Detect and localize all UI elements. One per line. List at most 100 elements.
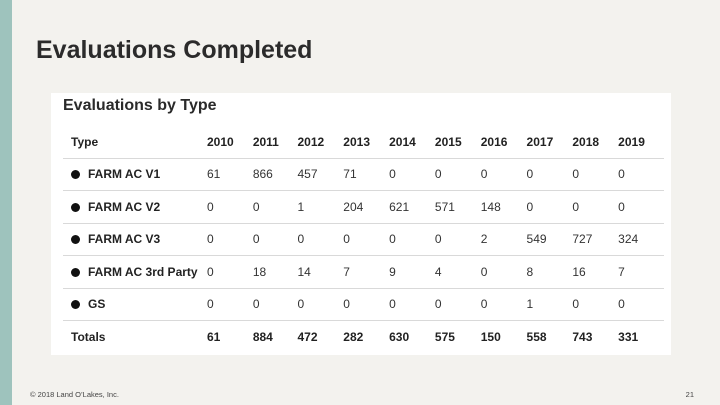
- value-cell: 549: [526, 223, 573, 256]
- total-cell: 331: [618, 320, 664, 353]
- value-cell: 621: [389, 190, 435, 224]
- column-header-year: 2016: [480, 126, 527, 159]
- value-cell: 18: [252, 255, 298, 289]
- value-cell: 1: [526, 288, 573, 321]
- table-row: GS 0 0 0 0 0 0 0 1 0 0: [63, 288, 664, 321]
- column-header-year: 2014: [389, 126, 435, 159]
- type-cell: FARM AC V2: [63, 190, 207, 224]
- value-cell: 0: [618, 158, 664, 191]
- value-cell: 571: [434, 190, 481, 224]
- value-cell: 0: [297, 223, 344, 256]
- value-cell: 0: [207, 190, 253, 224]
- table-row: FARM AC V2 0 0 1 204 621 571 148 0 0 0: [63, 190, 664, 224]
- value-cell: 0: [389, 158, 435, 191]
- column-header-year: 2010: [207, 126, 253, 159]
- value-cell: 7: [343, 255, 390, 289]
- value-cell: 71: [343, 158, 390, 191]
- value-cell: 0: [207, 288, 253, 321]
- total-cell: 884: [252, 320, 298, 353]
- table-row: FARM AC V1 61 866 457 71 0 0 0 0 0 0: [63, 158, 664, 191]
- value-cell: 0: [252, 190, 298, 224]
- total-cell: 558: [526, 320, 573, 353]
- value-cell: 204: [343, 190, 390, 224]
- value-cell: 0: [572, 190, 619, 224]
- accent-side-bar: [0, 0, 12, 405]
- value-cell: 16: [572, 255, 619, 289]
- value-cell: 4: [434, 255, 481, 289]
- value-cell: 0: [480, 255, 527, 289]
- value-cell: 148: [480, 190, 527, 224]
- type-cell: FARM AC 3rd Party: [63, 255, 207, 289]
- value-cell: 0: [343, 288, 390, 321]
- type-label: FARM AC V1: [88, 167, 161, 182]
- total-cell: 743: [572, 320, 619, 353]
- value-cell: 866: [252, 158, 298, 191]
- total-cell: 282: [343, 320, 390, 353]
- bullet-icon: [71, 235, 80, 245]
- value-cell: 0: [480, 288, 527, 321]
- value-cell: 0: [389, 223, 435, 256]
- table-header-row: Type 2010 2011 2012 2013 2014 2015 2016 2017 2018…: [63, 126, 664, 159]
- table-row: FARM AC V3 0 0 0 0 0 0 2 549 727 324: [63, 223, 664, 256]
- value-cell: 0: [618, 190, 664, 224]
- total-cell: 150: [480, 320, 527, 353]
- bullet-icon: [71, 202, 80, 212]
- value-cell: 7: [618, 255, 664, 289]
- value-cell: 457: [297, 158, 344, 191]
- table-row: FARM AC 3rd Party 0 18 14 7 9 4 0 8 16 7: [63, 255, 664, 289]
- value-cell: 0: [252, 223, 298, 256]
- column-header-year: 2015: [434, 126, 481, 159]
- type-cell: FARM AC V3: [63, 223, 207, 256]
- slide-title: Evaluations Completed: [36, 36, 313, 64]
- panel-title: Evaluations by Type: [63, 97, 217, 114]
- total-cell: 472: [297, 320, 344, 353]
- table-body: FARM AC V1 61 866 457 71 0 0 0 0 0 0 FARM AC V2 0 0 1 2…: [63, 158, 664, 321]
- value-cell: 0: [618, 288, 664, 321]
- value-cell: 0: [572, 288, 619, 321]
- totals-row: Totals 61 884 472 282 630 575 150 558 743 331: [63, 320, 664, 353]
- column-header-year: 2018: [572, 126, 619, 159]
- value-cell: 0: [526, 158, 573, 191]
- value-cell: 324: [618, 223, 664, 256]
- type-cell: GS: [63, 288, 207, 321]
- copyright-footer: © 2018 Land O’Lakes, Inc.: [30, 390, 119, 399]
- evaluations-table: Type 2010 2011 2012 2013 2014 2015 2016 2017 2018…: [63, 126, 664, 353]
- column-header-type: Type: [63, 126, 207, 159]
- total-cell: 61: [207, 320, 253, 353]
- value-cell: 0: [434, 288, 481, 321]
- bullet-icon: [71, 170, 80, 180]
- bullet-icon: [71, 300, 80, 310]
- type-label: FARM AC 3rd Party: [88, 264, 198, 279]
- value-cell: 2: [480, 223, 527, 256]
- bullet-icon: [71, 267, 80, 277]
- value-cell: 0: [297, 288, 344, 321]
- column-header-year: 2011: [252, 126, 298, 159]
- value-cell: 0: [252, 288, 298, 321]
- value-cell: 0: [207, 255, 253, 289]
- type-label: FARM AC V3: [88, 232, 161, 247]
- type-label: GS: [88, 297, 106, 312]
- value-cell: 0: [389, 288, 435, 321]
- page-number: 21: [685, 390, 694, 399]
- total-cell: 575: [434, 320, 481, 353]
- column-header-year: 2019: [618, 126, 664, 159]
- value-cell: 0: [526, 190, 573, 224]
- column-header-year: 2013: [343, 126, 390, 159]
- value-cell: 0: [434, 158, 481, 191]
- value-cell: 727: [572, 223, 619, 256]
- value-cell: 1: [297, 190, 344, 224]
- column-header-year: 2017: [526, 126, 573, 159]
- evaluations-panel: Evaluations by Type Type 2010 2011 2012 2013…: [51, 93, 671, 355]
- total-cell: 630: [389, 320, 435, 353]
- value-cell: 14: [297, 255, 344, 289]
- value-cell: 9: [389, 255, 435, 289]
- totals-label: Totals: [63, 320, 207, 353]
- column-header-year: 2012: [297, 126, 344, 159]
- value-cell: 61: [207, 158, 253, 191]
- value-cell: 0: [207, 223, 253, 256]
- value-cell: 0: [343, 223, 390, 256]
- type-label: FARM AC V2: [88, 199, 161, 214]
- value-cell: 0: [480, 158, 527, 191]
- value-cell: 0: [434, 223, 481, 256]
- value-cell: 0: [572, 158, 619, 191]
